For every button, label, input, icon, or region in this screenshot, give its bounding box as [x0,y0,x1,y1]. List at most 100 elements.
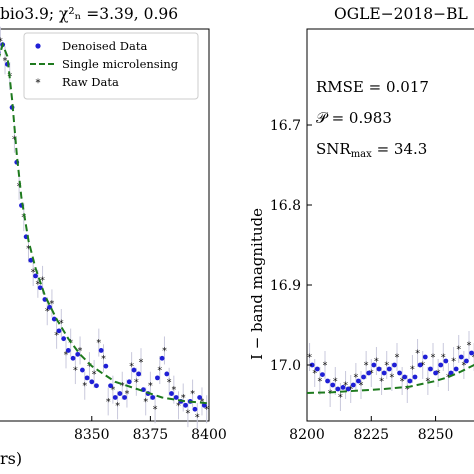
raw-data-point: * [436,370,441,380]
raw-data-point: * [73,367,78,377]
right-chart-title: OGLE−2018−BL [334,5,468,23]
raw-data-point: * [31,269,36,279]
raw-data-point: * [343,382,348,392]
raw-data-point: * [78,347,83,357]
denoised-data-point [94,383,99,389]
right-x-axis: 8200 8225 8250 [289,416,453,443]
raw-data-point: * [354,374,359,384]
denoised-data-point [417,362,423,368]
denoised-data-point [448,370,454,376]
raw-data-point: * [125,390,130,400]
left-plot-area: ******** ********************************… [0,26,210,432]
denoised-data-point [464,358,469,364]
p-annotation: 𝒫 = 0.983 [316,109,392,127]
denoised-data-point [61,336,67,342]
raw-data-point: * [369,370,374,380]
denoised-data-point [350,382,356,388]
legend-dot-icon [35,43,41,49]
denoised-data-point [192,406,198,412]
denoised-data-point [397,370,402,376]
denoised-data-point [84,375,90,381]
raw-data-point: * [0,37,3,47]
raw-data-point: * [87,363,92,373]
raw-data-point: * [3,57,8,67]
snr-label: SNR [316,140,351,158]
raw-data-point: * [181,394,186,404]
raw-data-point: * [143,398,148,408]
raw-data-point: * [462,362,467,372]
legend-entry-raw: * Raw Data [36,75,119,89]
denoised-data-point [361,374,366,380]
left-plot-frame [0,28,210,422]
denoised-data-point [51,316,57,322]
denoised-data-point [56,328,62,334]
denoised-data-point [345,386,351,392]
raw-data-point: * [26,245,31,255]
raw-data-point: * [390,374,395,384]
left-x-axis: 8350 8375 8400 [74,416,227,443]
raw-data-point: * [415,350,420,360]
legend-label-denoised: Denoised Data [62,39,147,53]
left-chart-title: bio3.9; χ²ₙ =3.39, 0.96 [0,5,178,23]
raw-data-point: * [467,342,472,352]
denoised-data-point [438,362,444,368]
denoised-data-point [183,402,188,408]
right-plot-area: *********************************** [306,28,474,422]
raw-data-point: * [323,362,328,372]
denoised-data-point [309,362,315,368]
raw-data-point: * [318,378,323,388]
denoised-data-point [381,370,387,376]
raw-data-point: * [153,406,158,416]
raw-data-point: * [338,394,343,404]
x-tick-label: 8200 [289,427,325,443]
denoised-data-point [33,273,38,279]
raw-data-point: * [45,308,50,318]
denoised-data-point [28,257,34,263]
raw-data-point: * [106,398,111,408]
y-tick-label: 16.9 [270,278,301,294]
raw-data-point: * [451,358,456,368]
denoised-data-point [335,386,341,392]
rmse-annotation: RMSE = 0.017 [316,78,429,96]
legend-entry-model: Single microlensing [30,57,179,71]
denoised-data-point [122,395,127,400]
raw-data-point: * [446,374,451,384]
denoised-data-point [469,350,474,356]
raw-data-point: * [134,378,139,388]
raw-data-point: * [431,354,436,364]
denoised-data-point [169,391,174,396]
raw-data-point: * [50,300,55,310]
raw-data-point: * [59,320,64,330]
raw-data-point: * [312,370,317,380]
right-error-bars [309,331,474,411]
legend-label-raw: Raw Data [62,75,119,89]
raw-data-point: * [68,339,73,349]
raw-data-point: * [92,370,97,380]
denoised-data-point [412,374,418,380]
right-model-line [306,363,474,394]
denoised-data-point [443,358,449,364]
denoised-data-point [392,362,397,368]
denoised-data-point [75,351,81,357]
denoised-data-point [325,378,330,384]
legend-star-icon: * [36,78,41,89]
denoised-data-point [201,402,207,408]
raw-data-point: * [420,362,425,372]
x-tick-label: 8225 [353,427,389,443]
denoised-data-point [407,378,413,384]
raw-data-point: * [186,410,191,420]
legend-box [23,32,199,100]
left-chart-panel: bio3.9; χ²ₙ =3.39, 0.96 ******** ********… [0,5,227,468]
raw-data-point: * [384,362,389,372]
denoised-data-point [320,372,325,377]
denoised-data-point [164,371,170,377]
metrics-annotation: RMSE = 0.017 𝒫 = 0.983 SNRmax = 34.3 [316,78,429,160]
denoised-data-point [371,362,377,368]
y-tick-label: 16.7 [270,118,301,134]
denoised-data-point [42,297,48,302]
right-chart-panel: OGLE−2018−BL ******** *******************… [248,5,474,443]
raw-data-point: * [148,382,153,392]
left-denoised-series [0,42,207,412]
denoised-data-point [37,285,43,291]
raw-data-point: * [190,390,195,400]
